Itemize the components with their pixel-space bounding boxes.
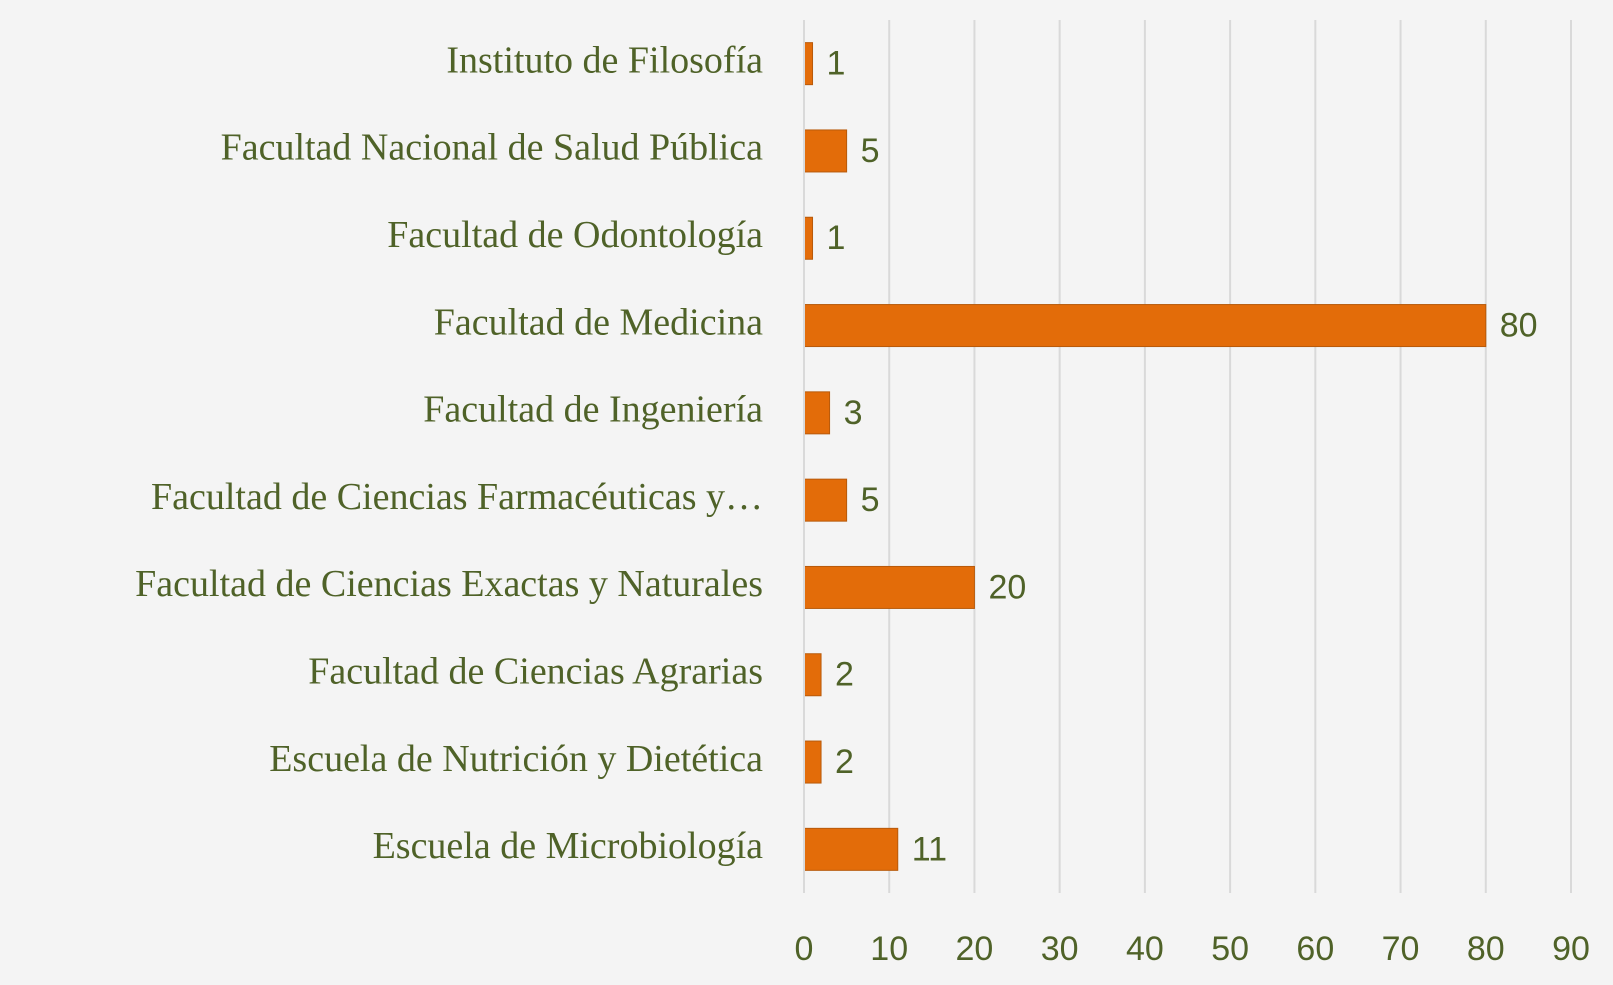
bar: [803, 304, 1487, 348]
bar: [803, 129, 848, 173]
bar: [803, 216, 814, 260]
value-label: 11: [912, 830, 947, 868]
y-tick-label: Facultad de Ciencias Agrarias: [308, 650, 763, 692]
y-tick-label: Facultad de Odontología: [387, 214, 763, 256]
y-tick-label: Facultad Nacional de Salud Pública: [221, 127, 764, 169]
x-tick-label: 50: [1211, 930, 1249, 968]
x-tick-label: 90: [1552, 930, 1590, 968]
bar: [803, 42, 814, 86]
bar: [803, 391, 831, 435]
x-tick-label: 20: [956, 930, 994, 968]
value-label: 1: [827, 45, 846, 83]
bar: [803, 653, 822, 697]
bar: [803, 827, 899, 871]
value-label: 2: [835, 656, 854, 694]
x-tick-label: 80: [1467, 930, 1505, 968]
value-label: 3: [844, 394, 863, 432]
y-tick-label: Instituto de Filosofía: [446, 39, 763, 81]
y-tick-label: Escuela de Microbiología: [373, 825, 764, 867]
x-tick-label: 60: [1296, 930, 1334, 968]
x-tick-label: 40: [1126, 930, 1164, 968]
value-label: 5: [861, 481, 880, 519]
x-tick-label: 70: [1382, 930, 1420, 968]
bar: [803, 565, 975, 609]
y-tick-label: Facultad de Ciencias Farmacéuticas y…: [151, 476, 763, 518]
y-tick-label: Escuela de Nutrición y Dietética: [269, 738, 763, 780]
value-label: 1: [827, 219, 846, 257]
value-label: 5: [861, 132, 880, 170]
x-tick-label: 30: [1041, 930, 1079, 968]
x-tick-label: 0: [795, 930, 814, 968]
bar: [803, 478, 848, 522]
value-label: 80: [1500, 307, 1538, 345]
x-tick-label: 10: [870, 930, 908, 968]
bar: [803, 740, 822, 784]
y-tick-label: Facultad de Medicina: [434, 301, 763, 343]
y-tick-label: Facultad de Ciencias Exactas y Naturales: [135, 563, 763, 605]
value-label: 20: [988, 568, 1026, 606]
value-label: 2: [835, 743, 854, 781]
y-tick-label: Facultad de Ingeniería: [423, 389, 763, 431]
